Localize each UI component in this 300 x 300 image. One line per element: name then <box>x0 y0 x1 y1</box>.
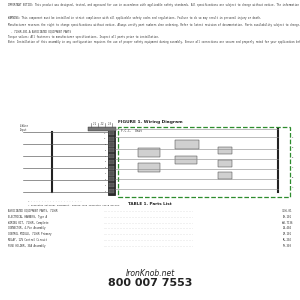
Text: Manufacturer reserves the right to change specifications without notice. Always : Manufacturer reserves the right to chang… <box>8 23 300 27</box>
Text: 2: 2 <box>105 185 106 186</box>
Bar <box>218 160 232 167</box>
Text: D: D <box>292 157 293 158</box>
Text: ............................................................: ........................................… <box>103 244 193 248</box>
Text: 10: 10 <box>104 138 106 139</box>
Text: ............................................................: ........................................… <box>103 232 193 236</box>
Text: CONTROL MODULE, 7136R Primary: CONTROL MODULE, 7136R Primary <box>8 232 52 236</box>
Text: FUSE HOLDER, 30A Assembly: FUSE HOLDER, 30A Assembly <box>8 244 46 248</box>
Text: FIGURE 1. Wiring Diagram: FIGURE 1. Wiring Diagram <box>118 120 182 124</box>
Text: RELAY, 12V Control Circuit: RELAY, 12V Control Circuit <box>8 238 47 242</box>
Text: 3: 3 <box>105 179 106 180</box>
Bar <box>109 131 114 135</box>
Text: ............................................................: ........................................… <box>103 220 193 225</box>
Text: EH-101: EH-101 <box>283 215 292 219</box>
Bar <box>109 148 114 152</box>
Text: CM-101: CM-101 <box>283 232 292 236</box>
Bar <box>218 172 232 179</box>
Bar <box>108 128 115 195</box>
Text: * - - - - - - - - - - - - - - - - - - -: * - - - - - - - - - - - - - - - - - - - <box>28 201 82 202</box>
Text: 4-Wire: 4-Wire <box>20 124 29 128</box>
Bar <box>88 127 116 131</box>
Bar <box>109 160 114 164</box>
Text: ............................................................: ........................................… <box>103 209 193 213</box>
Bar <box>109 166 114 170</box>
Bar <box>138 148 160 157</box>
Bar <box>109 142 114 147</box>
Text: A: A <box>292 186 293 188</box>
Text: 7: 7 <box>105 156 106 157</box>
Bar <box>138 163 160 172</box>
Text: ............................................................: ........................................… <box>103 215 193 219</box>
Text: FH-303: FH-303 <box>283 244 292 248</box>
Text: E: E <box>292 146 293 148</box>
Text: 800 007 7553: 800 007 7553 <box>108 278 192 288</box>
Text: IMPORTANT NOTICE: This product was designed, tested, and approved for use in acc: IMPORTANT NOTICE: This product was desig… <box>8 3 300 7</box>
Text: CONNECTOR, 4-Pin Assembly: CONNECTOR, 4-Pin Assembly <box>8 226 46 230</box>
Text: Input: Input <box>20 128 28 132</box>
Text: IronKnob.net: IronKnob.net <box>125 269 175 278</box>
Text: F.C.C.  Unit: F.C.C. Unit <box>121 129 142 133</box>
Text: TABLE 1. Parts List: TABLE 1. Parts List <box>128 202 172 206</box>
Text: CN-404: CN-404 <box>283 226 292 230</box>
Text: Note: Installation of this assembly in any configuration requires the use of pro: Note: Installation of this assembly in a… <box>8 40 300 44</box>
Text: WIRING KIT, 7136R, Complete: WIRING KIT, 7136R, Complete <box>8 220 49 225</box>
Text: 4: 4 <box>105 173 106 174</box>
Bar <box>109 183 114 187</box>
Bar <box>109 189 114 193</box>
Bar <box>109 177 114 182</box>
Text: F: F <box>292 136 293 137</box>
Bar <box>175 156 197 164</box>
Bar <box>118 127 290 197</box>
Text: 7136-01: 7136-01 <box>281 209 292 213</box>
Bar <box>109 136 114 141</box>
Text: 1: 1 <box>105 190 106 191</box>
Bar <box>175 140 199 149</box>
Bar <box>109 171 114 176</box>
Text: 5: 5 <box>105 167 106 168</box>
Text: ............................................................: ........................................… <box>103 238 193 242</box>
Text: J1   J2   J3: J1 J2 J3 <box>93 122 111 126</box>
Bar <box>109 154 114 158</box>
Text: ASSOCIATED EQUIPMENT PARTS, 7136R: ASSOCIATED EQUIPMENT PARTS, 7136R <box>8 209 58 213</box>
Text: ELECTRICAL HARNESS, Type A: ELECTRICAL HARNESS, Type A <box>8 215 47 219</box>
Bar <box>218 147 232 154</box>
Text: ............................................................: ........................................… <box>103 226 193 230</box>
Text: 6: 6 <box>105 161 106 163</box>
Text: RL-202: RL-202 <box>283 238 292 242</box>
Text: 9: 9 <box>105 144 106 145</box>
Text: 8: 8 <box>105 150 106 151</box>
Text: WARNING: This component must be installed in strict compliance with all applicab: WARNING: This component must be installe… <box>8 16 262 20</box>
Text: B: B <box>292 176 293 178</box>
Text: * Indicates optional equipment. Dashed line indicates field wiring.: * Indicates optional equipment. Dashed l… <box>28 205 120 206</box>
Text: - 7136R-001-A ASSOCIATED EQUIPMENT PARTS
Torque values: All fasteners to manufac: - 7136R-001-A ASSOCIATED EQUIPMENT PARTS… <box>8 30 160 39</box>
Text: WK-7136: WK-7136 <box>281 220 292 225</box>
Text: 11: 11 <box>104 133 106 134</box>
